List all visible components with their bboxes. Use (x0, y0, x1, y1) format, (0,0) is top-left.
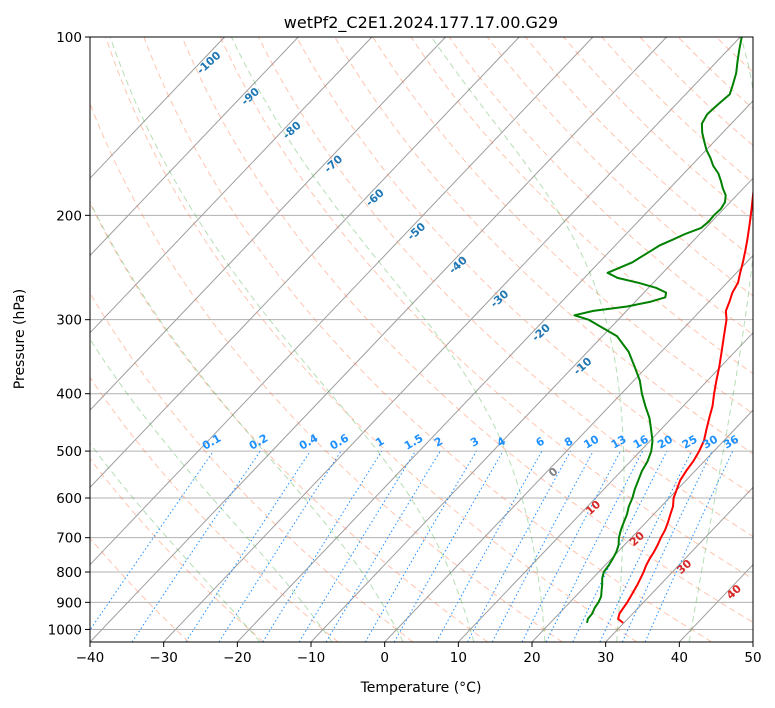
isotherm-line (531, 409, 753, 642)
profile-series (573, 37, 753, 624)
y-tick-label: 800 (56, 565, 82, 581)
x-tick-label: 10 (450, 650, 467, 666)
isotherm-line (90, 37, 520, 489)
dry-adiabat-line (90, 102, 563, 642)
dry-adiabat-line (90, 201, 488, 642)
y-axis-ticks: 100 200 300 400 500 600 700 800 900 1000 (48, 30, 90, 638)
y-tick-label: 100 (56, 30, 82, 46)
dry-adiabat-line (257, 37, 753, 538)
y-tick-label: 700 (56, 531, 82, 547)
isotherm-line (236, 100, 753, 642)
mixing-ratio-line (364, 450, 477, 642)
dry-adiabat-line (486, 37, 753, 297)
dry-adiabat-line (105, 37, 638, 642)
dry-adiabat-line (448, 37, 753, 336)
x-tick-label: −40 (76, 650, 105, 666)
x-tick-label: 0 (380, 650, 389, 666)
x-tick-label: −10 (297, 650, 326, 666)
dry-adiabat-line (143, 37, 712, 642)
y-tick-label: 500 (56, 444, 82, 460)
x-tick-label: 40 (671, 650, 688, 666)
y-tick-label: 600 (56, 491, 82, 507)
isotherm-line (605, 486, 753, 642)
dry-adiabat-line (181, 37, 753, 623)
isotherm-line (752, 641, 753, 642)
x-tick-label: 50 (744, 650, 761, 666)
x-axis-label: Temperature (°C) (360, 680, 482, 696)
moist-adiabat-line (90, 338, 333, 642)
moist-adiabat-line (109, 37, 475, 642)
isotherm-line (384, 254, 753, 642)
dry-adiabat-line (90, 292, 414, 642)
x-tick-label: −20 (223, 650, 252, 666)
y-tick-label: 900 (56, 595, 82, 611)
mixing-ratio-line (435, 450, 543, 642)
mixing-ratio-line (393, 450, 504, 642)
dry-adiabat-line (563, 37, 753, 221)
mixing-ratio-line (262, 450, 383, 642)
dry-adiabat-line (372, 37, 753, 415)
temperature-profile-line (617, 186, 753, 624)
mixing-ratio-line (467, 450, 571, 642)
y-tick-label: 300 (56, 313, 82, 329)
moist-adiabat-line (90, 442, 261, 642)
isotherm-line (457, 332, 753, 642)
plot-frame (89, 36, 754, 643)
isotherm-line (90, 37, 446, 411)
isotherm-line (90, 37, 373, 334)
dry-adiabat-line (601, 37, 753, 184)
isotherm-line (90, 37, 225, 179)
isotherm-line (163, 37, 741, 642)
y-tick-label: 400 (56, 387, 82, 403)
mixing-ratio-line (599, 450, 693, 642)
mixing-ratio-line (325, 450, 441, 642)
mixing-ratio-line (572, 450, 668, 642)
dry-adiabat-line (296, 37, 753, 496)
moist-adiabat-line (90, 200, 404, 642)
dry-adiabat-line (334, 37, 753, 455)
mixing-ratio-line (218, 450, 342, 642)
isotherm-line (90, 37, 594, 566)
moist-adiabat-line (230, 37, 546, 642)
moist-adiabat-line (688, 37, 753, 642)
isotherm-line (310, 177, 753, 642)
mixing-ratio-line (298, 450, 416, 642)
y-tick-label: 200 (56, 208, 82, 224)
mixing-ratio-line (621, 450, 713, 642)
background-lines (90, 37, 775, 642)
x-axis-ticks: −40 −30 −20 −10 0 10 20 30 40 50 (76, 642, 762, 666)
y-tick-label: 1000 (48, 622, 82, 638)
dry-adiabat-line (754, 37, 775, 642)
dry-adiabat-line (90, 457, 264, 642)
mixing-ratio-line (90, 450, 214, 631)
plot-background (90, 37, 753, 642)
dry-adiabat-line (410, 37, 753, 375)
dry-adiabat-line (639, 37, 753, 147)
chart-title: wetPf2_C2E1.2024.177.17.00.G29 (284, 13, 558, 33)
isotherm-line (90, 37, 299, 257)
x-tick-label: −30 (149, 650, 178, 666)
dewpoint-profile-line (573, 37, 743, 624)
dry-adiabat-line (219, 37, 753, 580)
x-tick-label: 20 (523, 650, 540, 666)
x-tick-label: 30 (597, 650, 614, 666)
dry-adiabat-line (90, 376, 339, 642)
y-axis-label: Pressure (hPa) (12, 289, 28, 389)
isotherm-line (90, 37, 667, 642)
mixing-ratio-line (644, 450, 734, 642)
